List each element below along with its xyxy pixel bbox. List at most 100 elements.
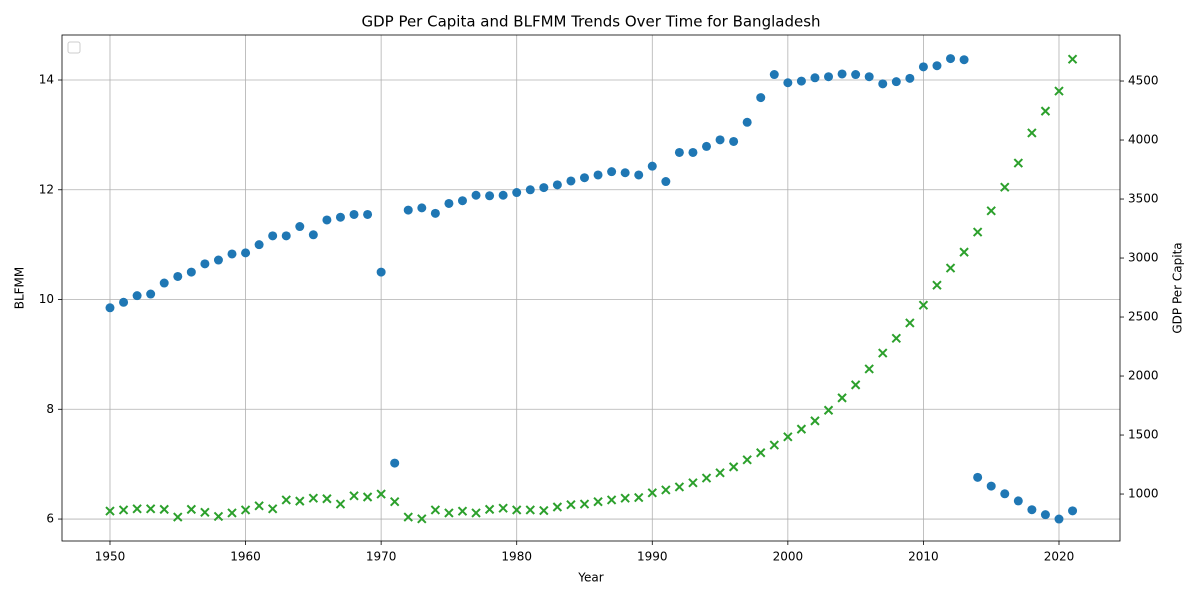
point	[552, 502, 563, 512]
point	[322, 494, 332, 504]
point	[566, 499, 576, 510]
point	[850, 380, 861, 390]
point	[783, 78, 793, 88]
point	[118, 505, 129, 515]
point	[376, 267, 386, 277]
point	[403, 512, 413, 522]
legend-box	[67, 41, 81, 54]
point	[715, 468, 725, 478]
point	[268, 231, 278, 241]
point	[891, 333, 902, 343]
y-axis-label: BLFMM	[13, 267, 27, 310]
y2-tick-label: 1500	[1128, 428, 1159, 442]
point	[756, 93, 766, 103]
point	[539, 505, 549, 516]
point	[186, 267, 196, 277]
point	[606, 495, 617, 505]
point	[945, 263, 956, 273]
point	[796, 424, 807, 434]
point	[728, 462, 739, 472]
point	[702, 141, 712, 151]
chart-title: GDP Per Capita and BLFMM Trends Over Tim…	[361, 13, 820, 31]
point	[430, 208, 440, 218]
y2-tick-label: 1000	[1128, 487, 1159, 501]
point	[905, 318, 915, 328]
point	[986, 206, 996, 216]
point	[634, 492, 644, 503]
point	[878, 79, 888, 89]
point	[498, 503, 508, 513]
point	[295, 496, 305, 506]
point	[362, 492, 373, 502]
point	[756, 448, 766, 458]
point	[837, 393, 847, 403]
point	[661, 485, 671, 495]
x-tick-label: 1970	[366, 550, 397, 564]
point	[457, 196, 467, 206]
point	[986, 481, 996, 491]
point	[349, 209, 359, 219]
point	[105, 506, 115, 516]
point	[335, 212, 345, 222]
point	[783, 432, 793, 442]
point	[146, 289, 156, 299]
point	[742, 117, 752, 127]
point	[810, 416, 820, 426]
point	[593, 496, 603, 507]
point	[457, 506, 468, 516]
point	[241, 248, 251, 258]
point	[132, 291, 142, 301]
point	[1040, 510, 1050, 520]
point	[918, 62, 928, 72]
point	[159, 504, 169, 515]
point	[417, 514, 427, 524]
point	[932, 280, 942, 290]
point	[837, 69, 847, 79]
point	[769, 440, 780, 450]
point	[471, 508, 481, 518]
point	[213, 255, 223, 265]
point	[1027, 128, 1037, 138]
point	[430, 505, 441, 515]
point	[145, 504, 156, 514]
x-tick-label: 2000	[773, 550, 804, 564]
point	[132, 504, 142, 514]
y2-tick-label: 2500	[1128, 310, 1159, 324]
point	[363, 209, 373, 219]
point	[186, 504, 197, 515]
point	[322, 215, 332, 225]
y2-tick-label: 2000	[1128, 369, 1159, 383]
point	[485, 191, 495, 201]
point	[607, 167, 617, 177]
point	[891, 77, 901, 87]
point	[552, 180, 562, 190]
point	[729, 136, 739, 146]
point	[701, 473, 712, 483]
point	[417, 203, 427, 213]
point	[905, 73, 915, 83]
point	[620, 493, 630, 503]
y-tick-label: 10	[39, 292, 54, 306]
point	[295, 222, 305, 232]
point	[281, 495, 291, 505]
point	[579, 499, 590, 509]
point	[119, 297, 129, 307]
x-tick-label: 1980	[501, 550, 532, 564]
point	[1040, 106, 1051, 116]
point	[918, 300, 929, 310]
point	[769, 70, 779, 80]
x-axis-label: Year	[577, 571, 603, 585]
point	[254, 240, 264, 250]
x-tick-label: 1960	[230, 550, 261, 564]
point	[634, 170, 644, 180]
point	[566, 176, 576, 186]
point	[335, 499, 346, 509]
y-tick-label: 14	[39, 73, 54, 87]
point	[389, 496, 400, 507]
point	[851, 70, 861, 80]
point	[308, 493, 319, 503]
point	[824, 72, 834, 82]
point	[959, 55, 969, 65]
